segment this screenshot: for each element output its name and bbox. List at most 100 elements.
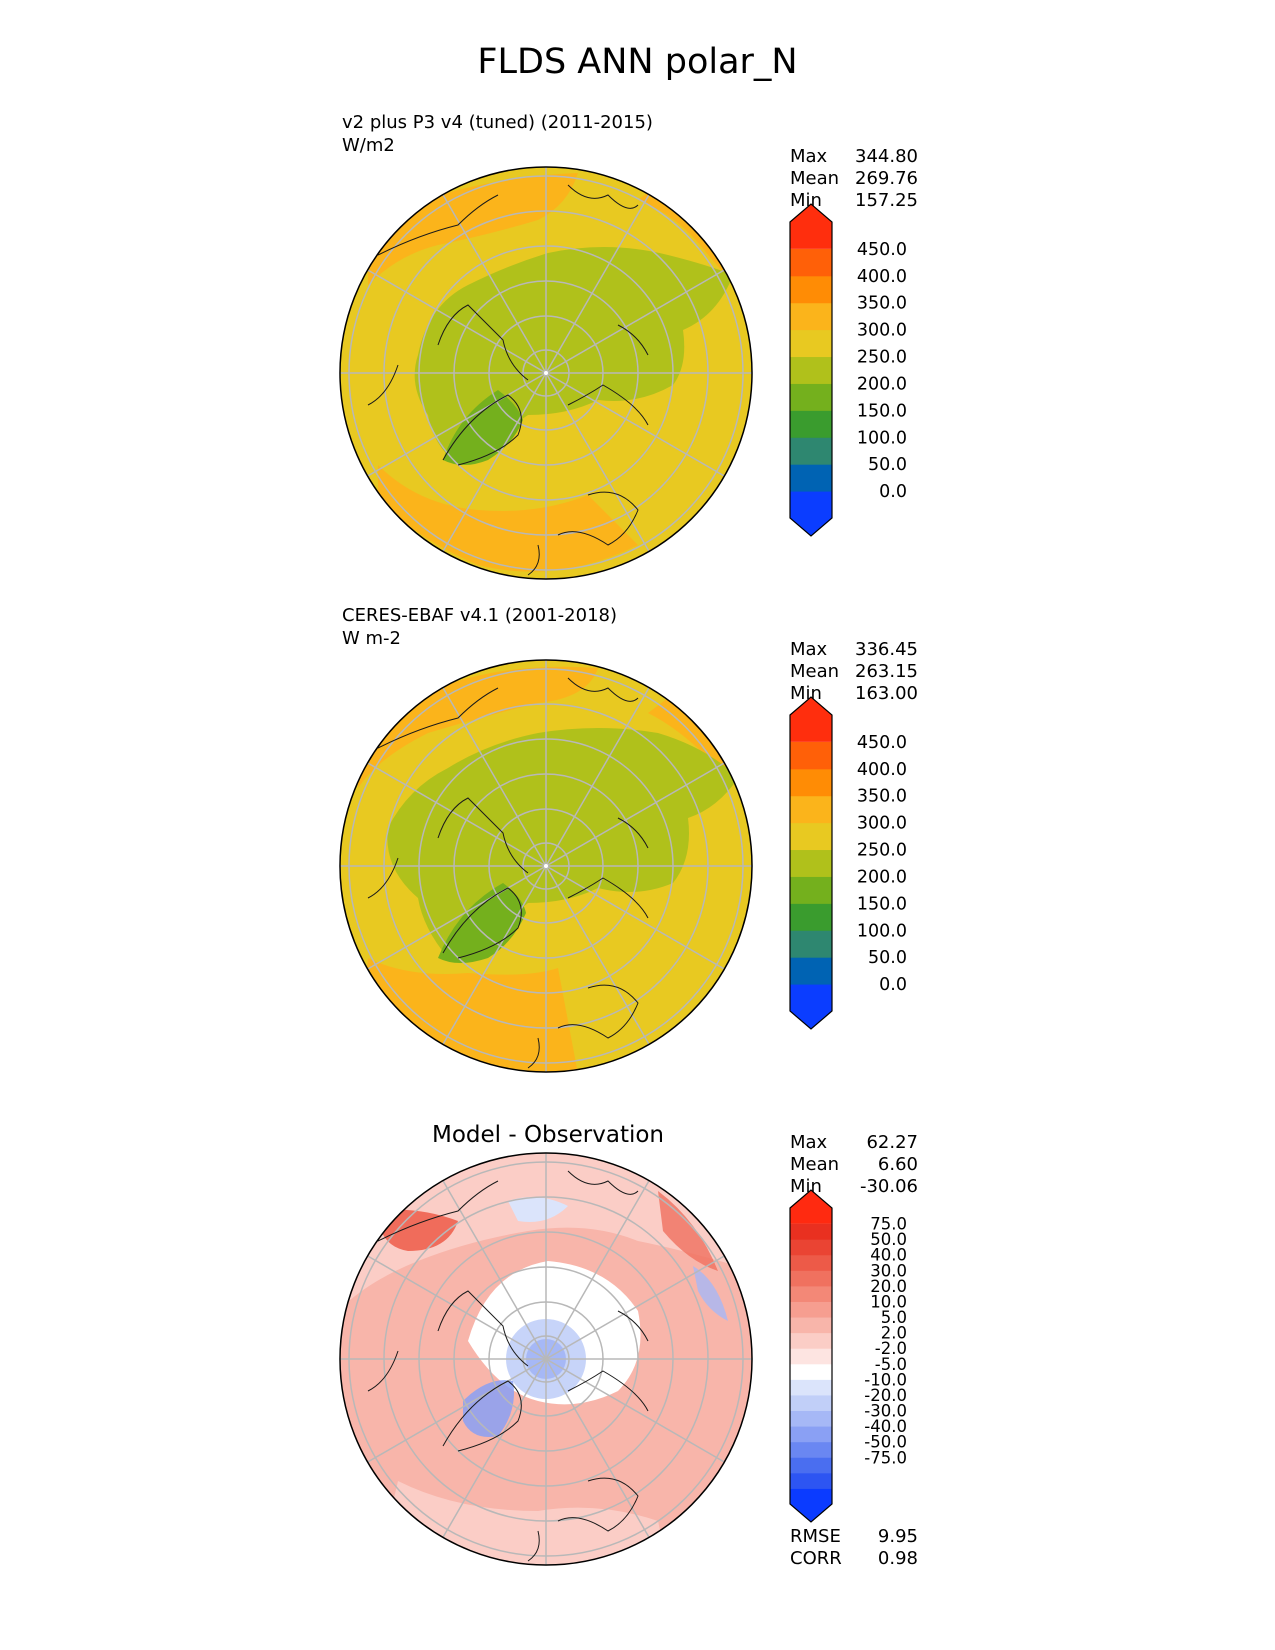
- colorbar-tick-label: 40.0: [870, 1246, 907, 1265]
- colorbar-outline: [789, 1189, 833, 1523]
- red-hotspot-upper-left: [378, 1209, 458, 1251]
- colorbar-segment: [790, 383, 832, 411]
- panel-obs-stats: Max 336.45 Mean 263.15 Min 163.00: [790, 639, 918, 705]
- stat-label: Max: [790, 639, 828, 660]
- stat-value: 62.27: [866, 1132, 918, 1153]
- colorbar-segment: [790, 410, 832, 438]
- colorbar-tick-label: -40.0: [864, 1417, 907, 1436]
- colorbar-segment: [790, 984, 832, 1029]
- orange-band-right: [638, 185, 743, 295]
- panel-model-stats: Max 344.80 Mean 269.76 Min 157.25: [790, 146, 918, 212]
- colorbar-tick-label: 30.0: [870, 1261, 907, 1280]
- arctic-green-region: [387, 728, 738, 958]
- colorbar-tick-label: 300.0: [857, 814, 907, 834]
- panel-diff-stats: Max 62.27 Mean 6.60 Min -30.06: [790, 1132, 918, 1198]
- stat-value: -30.06: [859, 1176, 918, 1197]
- panel-obs-units: W m-2: [342, 628, 402, 649]
- stat-label: Mean: [790, 661, 840, 682]
- stat-value: 163.00: [855, 683, 918, 704]
- pole-marker: [544, 371, 548, 375]
- colorbar-segment: [790, 1332, 832, 1349]
- colorbar-tick-label: 250.0: [857, 348, 907, 368]
- stat-value: 6.60: [877, 1154, 918, 1175]
- colorbar-tick-label: -75.0: [864, 1448, 907, 1467]
- colorbar-segment: [790, 741, 832, 770]
- colorbar-segment: [790, 1270, 832, 1287]
- stat-value: 344.80: [855, 146, 918, 167]
- panel-diff-map: [339, 1152, 753, 1566]
- polar-grid: [340, 1153, 752, 1565]
- panel-diff-colorbar: 75.050.040.030.020.010.05.02.0-2.0-5.0-1…: [789, 1189, 907, 1523]
- colorbar-segment: [790, 903, 832, 931]
- negative-right-patch: [693, 1266, 728, 1321]
- colorbar-segment: [790, 1223, 832, 1240]
- colorbar-tick-label: -50.0: [864, 1433, 907, 1452]
- panel-diff-metrics: RMSE 9.95 CORR 0.98: [790, 1526, 918, 1570]
- metric-value: 9.95: [877, 1526, 918, 1547]
- colorbar-outline: [789, 203, 833, 537]
- colorbar-tick-label: 50.0: [870, 1230, 907, 1249]
- stat-label: Mean: [790, 1154, 840, 1175]
- map-outline: [339, 659, 753, 1073]
- colorbar-segment: [790, 795, 832, 824]
- colorbar-segment: [790, 302, 832, 331]
- colorbar-tick-label: 100.0: [857, 428, 907, 448]
- colorbar-tick-label: -2.0: [875, 1339, 907, 1358]
- colorbar-tick-label: 0.0: [879, 482, 907, 502]
- colorbar-tick-label: 75.0: [870, 1215, 907, 1234]
- colorbar-segment: [790, 1239, 832, 1256]
- orange-band-lower: [378, 465, 638, 572]
- metric-label: CORR: [790, 1548, 842, 1569]
- stat-value: 269.76: [855, 168, 918, 189]
- stat-label: Min: [790, 190, 822, 211]
- colorbar-segment: [790, 248, 832, 277]
- colorbar-segment: [790, 768, 832, 797]
- colorbar-tick-label: -10.0: [864, 1370, 907, 1389]
- colorbar-outline: [789, 696, 833, 1030]
- colorbar-segment: [790, 822, 832, 851]
- panel-diff-title: Model - Observation: [431, 1122, 665, 1148]
- colorbar-tick-label: -30.0: [864, 1402, 907, 1421]
- colorbar-segment: [790, 1254, 832, 1271]
- colorbar-tick-label: 450.0: [857, 733, 907, 753]
- panel-model-map: [339, 166, 753, 580]
- colorbar-tick-label: 200.0: [857, 867, 907, 887]
- colorbar-segment: [790, 849, 832, 877]
- metric-value: 0.98: [877, 1548, 918, 1569]
- colorbar-segment: [790, 1301, 832, 1318]
- colorbar-segment: [790, 697, 832, 742]
- map-outline: [339, 1152, 753, 1566]
- map-outline: [339, 166, 753, 580]
- colorbar-tick-label: 100.0: [857, 921, 907, 941]
- stat-value: 263.15: [855, 661, 918, 682]
- colorbar-tick-label: -5.0: [875, 1355, 907, 1374]
- figure-title: FLDS ANN polar_N: [477, 42, 798, 82]
- colorbar-segment: [790, 329, 832, 358]
- colorbar-tick-label: 0.0: [879, 975, 907, 995]
- colorbar-tick-label: 150.0: [857, 401, 907, 421]
- stat-label: Mean: [790, 168, 840, 189]
- colorbar-segment: [790, 275, 832, 304]
- panel-model-title: v2 plus P3 v4 (tuned) (2011-2015): [342, 112, 653, 133]
- coastlines: [367, 184, 649, 576]
- colorbar-segment: [790, 1285, 832, 1302]
- panel-obs-colorbar: 450.0 400.0 350.0 300.0 250.0 200.0 150.0 100.0…: [789, 696, 907, 1030]
- colorbar-tick-label: 2.0: [881, 1324, 907, 1343]
- coastlines: [367, 677, 649, 1069]
- colorbar-segment: [790, 930, 832, 958]
- panel-obs-title: CERES-EBAF v4.1 (2001-2018): [342, 605, 618, 626]
- pole-marker: [544, 864, 548, 868]
- colorbar-segment: [790, 957, 832, 985]
- stat-label: Min: [790, 683, 822, 704]
- colorbar-tick-label: 250.0: [857, 841, 907, 861]
- colorbar-segment: [790, 876, 832, 904]
- red-hotspot-right: [658, 1191, 718, 1271]
- stat-value: 157.25: [855, 190, 918, 211]
- colorbar-segment: [790, 464, 832, 492]
- colorbar-tick-label: 450.0: [857, 240, 907, 260]
- stat-label: Max: [790, 1132, 828, 1153]
- colorbar-segment: [790, 1379, 832, 1396]
- colorbar-segment: [790, 1363, 832, 1380]
- negative-upper-patch: [508, 1197, 568, 1222]
- colorbar-tick-label: 50.0: [868, 948, 907, 968]
